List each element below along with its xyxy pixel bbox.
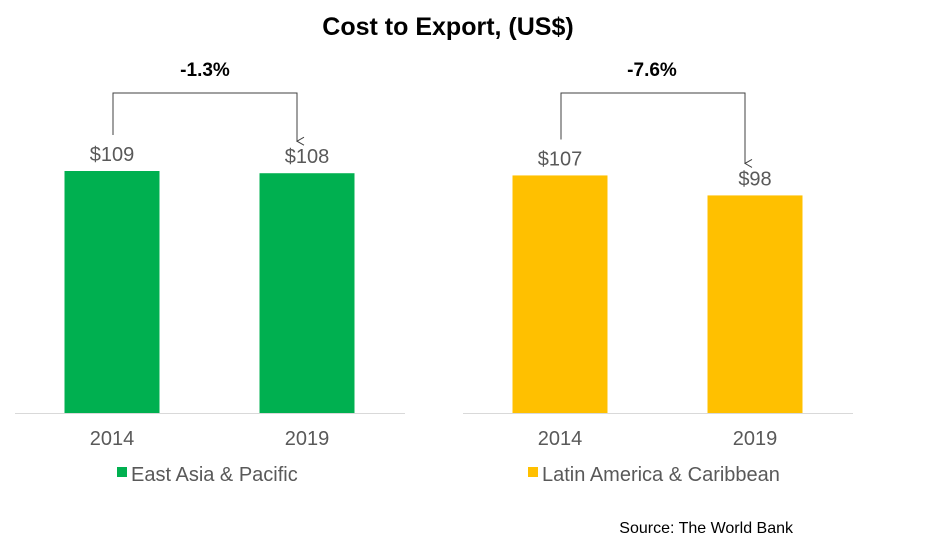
change-bracket-arrow bbox=[112, 92, 305, 146]
legend-label: Latin America & Caribbean bbox=[542, 464, 780, 486]
change-bracket-arrow bbox=[560, 92, 753, 168]
source-note: Source: The World Bank bbox=[619, 520, 794, 537]
tick-label-2014: 2014 bbox=[538, 428, 583, 450]
bar-2014 bbox=[64, 171, 160, 413]
tick-label-2019: 2019 bbox=[285, 428, 330, 450]
legend-swatch bbox=[117, 467, 127, 477]
bar-2014 bbox=[512, 175, 608, 413]
panel-1: $109 2014 $108 2019 -1.3% East Asia & Pacific bbox=[15, 60, 405, 486]
panel-2: $107 2014 $98 2019 -7.6% Latin America & Cari… bbox=[463, 60, 853, 486]
bar-2019 bbox=[259, 173, 355, 413]
tick-label-2014: 2014 bbox=[90, 428, 135, 450]
legend-swatch bbox=[528, 467, 538, 477]
data-label-2019: $98 bbox=[738, 168, 771, 190]
tick-label-2019: 2019 bbox=[733, 428, 778, 450]
change-label: -1.3% bbox=[180, 60, 230, 81]
data-label-2014: $107 bbox=[538, 148, 583, 170]
data-label-2019: $108 bbox=[285, 146, 330, 168]
data-label-2014: $109 bbox=[90, 144, 135, 166]
chart-title: Cost to Export, (US$) bbox=[322, 13, 573, 41]
bar-2019 bbox=[707, 195, 803, 413]
change-label: -7.6% bbox=[627, 60, 677, 81]
legend-label: East Asia & Pacific bbox=[131, 464, 298, 486]
